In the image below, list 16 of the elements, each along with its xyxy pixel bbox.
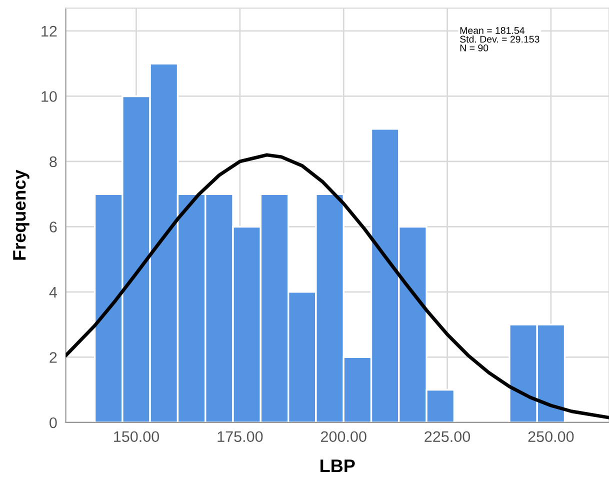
- y-tick-label: 6: [50, 222, 57, 232]
- y-tick-label: 10: [42, 91, 57, 102]
- y-tick-label: 12: [42, 26, 57, 37]
- x-tick-label: 250.00: [528, 431, 574, 442]
- x-tick-label: 175.00: [218, 431, 263, 442]
- y-tick-label: 4: [49, 287, 57, 298]
- x-axis-title: LBP: [320, 460, 355, 472]
- x-tick-label: 225.00: [424, 431, 470, 442]
- x-tick-label: 150.00: [114, 431, 160, 442]
- y-tick-label: 0: [50, 417, 57, 428]
- x-tick-label: 200.00: [321, 431, 366, 442]
- line-series: [66, 153, 609, 420]
- y-tick-label: 2: [50, 352, 57, 363]
- annotation: Mean = 181.54 Std. Dev. = 29.153 N = 90: [460, 27, 540, 52]
- y-tick-label: 8: [50, 156, 57, 168]
- y-axis-title: Frequency: [13, 170, 30, 260]
